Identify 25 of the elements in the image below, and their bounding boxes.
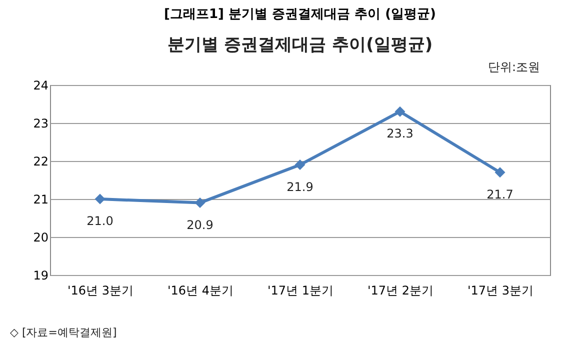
x-tick-label: '16년 4분기 — [167, 284, 234, 298]
data-label: 21.0 — [86, 214, 114, 228]
data-label: 21.9 — [286, 180, 314, 194]
text: 단위:조원 — [488, 60, 540, 74]
y-tick-label: 20 — [33, 230, 48, 244]
point — [394, 106, 406, 117]
chart-title: [그래프1] 분기별 증권결제대금 추이 (일평균) — [164, 7, 436, 22]
y-tick-label: 22 — [33, 154, 48, 168]
data-label: 23.3 — [386, 126, 414, 141]
y-tick-label: 24 — [33, 78, 48, 92]
x-tick-label: '16년 3분기 — [67, 284, 134, 298]
point — [94, 194, 106, 204]
y-tick-label: 19 — [33, 268, 48, 282]
point — [494, 167, 506, 178]
text: ◇ [자료=예탁결제원] — [10, 326, 117, 339]
x-tick-label: '17년 2분기 — [367, 284, 434, 298]
x-tick-label: '17년 1분기 — [267, 284, 334, 298]
y-tick-label: 23 — [33, 116, 48, 130]
point — [294, 160, 306, 170]
y-tick-label: 21 — [33, 192, 48, 206]
chart-subtitle: 분기별 증권결제대금 추이(일평균) — [167, 35, 433, 55]
data-label: 20.9 — [186, 218, 214, 232]
point — [194, 198, 206, 208]
data-label: 21.7 — [486, 187, 514, 202]
x-tick-label: '17년 3분기 — [467, 284, 534, 298]
